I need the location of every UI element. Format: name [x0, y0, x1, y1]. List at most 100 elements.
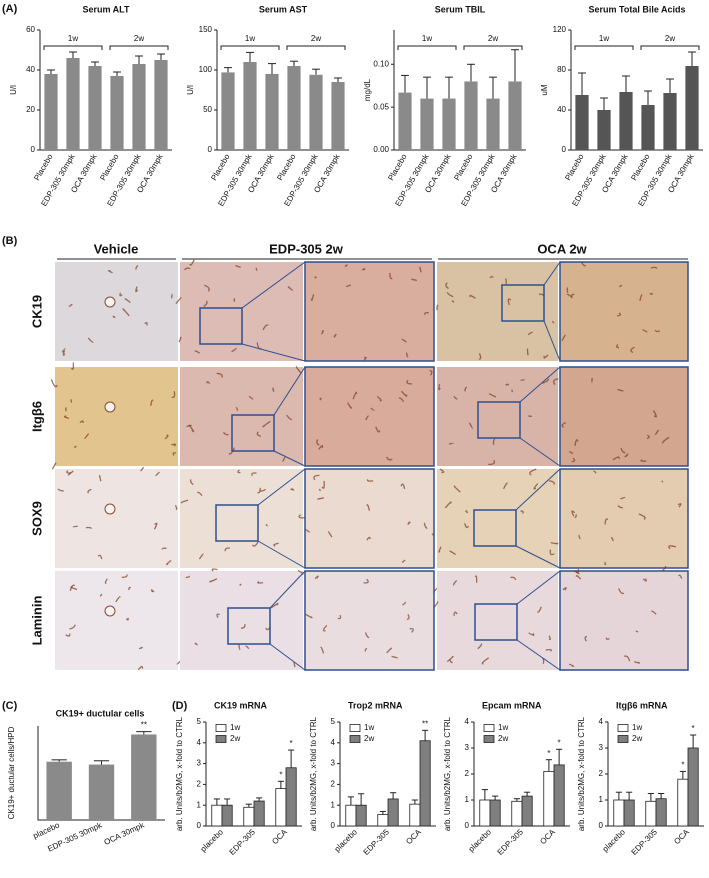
stain-mark — [400, 483, 406, 490]
y-tick-label: 2 — [465, 769, 470, 778]
stain-mark — [527, 331, 533, 336]
axis — [570, 30, 703, 151]
stain-mark — [87, 488, 92, 494]
y-axis-label: U/l — [186, 85, 195, 95]
stain-mark — [429, 369, 433, 376]
stain-mark — [543, 354, 549, 359]
stain-mark — [194, 642, 198, 646]
stain-mark — [477, 643, 483, 650]
stain-mark — [124, 297, 131, 303]
bar — [442, 98, 456, 150]
stain-mark — [401, 559, 406, 563]
axis — [216, 30, 349, 151]
group-label: 1w — [68, 34, 78, 43]
y-tick-label: 0 — [208, 145, 213, 154]
stain-mark — [411, 278, 417, 282]
stain-mark — [668, 545, 677, 550]
stain-mark — [194, 350, 201, 354]
y-axis-label: arb. Units/b2MG, x-fold to CTRL — [443, 716, 452, 831]
stain-mark — [401, 390, 408, 397]
zoom-line — [519, 437, 561, 467]
stain-mark — [453, 611, 458, 616]
bar — [553, 764, 565, 827]
stain-mark — [605, 637, 610, 640]
bar — [309, 74, 323, 150]
bar — [597, 110, 611, 150]
y-tick-label: 1 — [465, 795, 470, 804]
stain-mark — [438, 384, 441, 391]
zoom-line — [241, 261, 306, 309]
stain-mark — [571, 293, 575, 299]
bar — [243, 62, 257, 150]
y-tick-label: 0.10 — [373, 59, 389, 68]
chart-title: Serum ALT — [82, 4, 130, 14]
x-tick-label: EDP-305 — [228, 827, 258, 857]
group-bracket — [43, 45, 103, 50]
stain-mark — [272, 387, 275, 392]
stain-mark — [63, 415, 70, 419]
zoom-line — [516, 639, 561, 671]
y-tick-label: 5 — [331, 717, 336, 726]
chart-title: Serum Total Bile Acids — [588, 4, 685, 14]
group-bracket — [109, 45, 169, 50]
stain-mark — [449, 550, 457, 556]
bar — [287, 66, 301, 150]
bar — [355, 804, 367, 827]
zoom-line — [241, 343, 306, 362]
stain-mark — [153, 522, 158, 530]
group-label: 2w — [488, 34, 498, 43]
stain-mark — [366, 504, 371, 511]
stain-mark — [98, 474, 102, 482]
stain-mark — [364, 632, 370, 639]
stain-mark — [620, 448, 626, 454]
bar — [677, 778, 689, 827]
stain-mark — [171, 443, 177, 447]
y-tick-label: 0 — [331, 821, 336, 830]
bar — [511, 800, 523, 827]
bar — [489, 799, 501, 827]
panel-label: (C) — [2, 700, 18, 712]
micrograph — [437, 469, 558, 568]
stain-mark — [616, 343, 619, 349]
stain-mark — [238, 643, 241, 651]
legend-label: 2w — [364, 734, 374, 743]
zoom-line — [273, 366, 306, 416]
y-tick-label: 1 — [599, 795, 604, 804]
stain-mark — [314, 276, 317, 279]
y-tick-label: 4 — [465, 717, 470, 726]
stain-mark — [65, 633, 71, 637]
chart-title: CK19+ ductular cells — [56, 708, 145, 718]
bar — [479, 799, 491, 827]
stain-mark — [409, 627, 414, 633]
stain-mark — [171, 391, 176, 398]
bar — [331, 82, 345, 150]
stain-mark — [361, 267, 366, 271]
stain-mark — [520, 510, 524, 514]
stain-mark — [97, 554, 103, 560]
stain-mark — [320, 330, 324, 335]
bar — [275, 788, 287, 827]
bar — [619, 92, 633, 150]
stain-mark — [231, 347, 237, 353]
y-tick-label: 0 — [562, 145, 567, 154]
stain-mark — [144, 321, 148, 326]
y-tick-label: 40 — [26, 65, 35, 74]
legend-swatch — [349, 735, 361, 743]
stain-mark — [128, 586, 132, 591]
stain-mark — [424, 311, 429, 315]
stain-mark — [273, 542, 279, 547]
bar — [265, 74, 279, 150]
stain-mark — [257, 487, 261, 494]
legend-swatch — [215, 724, 227, 732]
column-header: EDP-305 2w — [269, 241, 344, 256]
stain-mark — [562, 587, 567, 591]
stain-mark — [150, 399, 154, 406]
stain-mark — [502, 482, 508, 490]
stain-mark — [642, 578, 647, 582]
stain-mark — [423, 522, 428, 530]
stain-mark — [223, 431, 229, 436]
vessel — [104, 503, 116, 515]
stain-mark — [366, 536, 371, 541]
stain-mark — [337, 614, 342, 620]
